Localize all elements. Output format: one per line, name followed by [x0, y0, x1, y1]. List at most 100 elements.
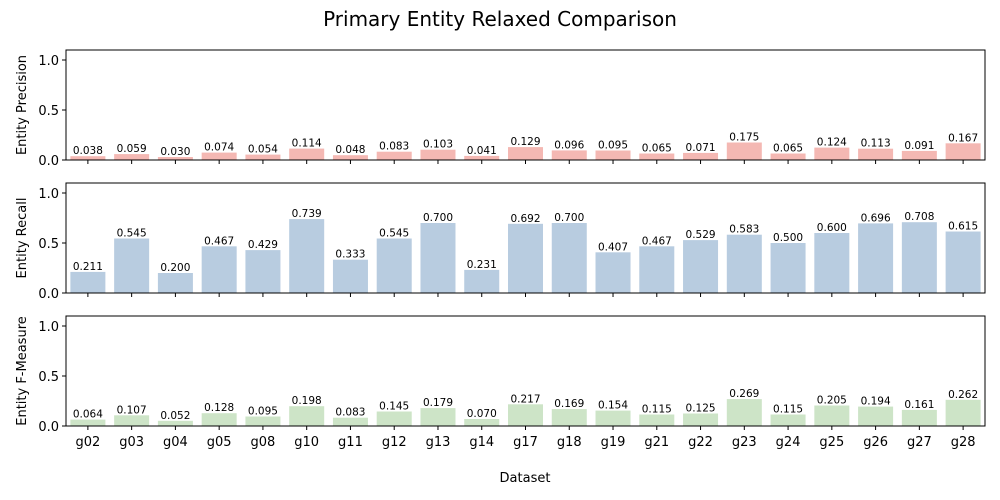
chart-panel: 0.211 0.545 0.200 0.467 0.429 0.739 0.333 0.545…	[15, 182, 986, 302]
x-tick-label: g12	[382, 435, 407, 450]
bar	[420, 149, 456, 160]
data-label: 0.161	[904, 399, 934, 411]
x-tick-label: g26	[863, 435, 888, 450]
bar	[945, 143, 981, 160]
bar	[814, 233, 850, 293]
data-label: 0.217	[510, 393, 540, 405]
x-tick-label: g21	[644, 435, 669, 450]
bar	[289, 406, 325, 426]
y-axis-label: Entity Precision	[15, 55, 30, 155]
bar	[726, 142, 762, 160]
bar	[245, 416, 281, 426]
x-tick-label: g05	[207, 435, 232, 450]
data-label: 0.154	[598, 400, 628, 412]
x-tick-label: g24	[776, 435, 801, 450]
bar	[945, 231, 981, 293]
data-label: 0.083	[335, 407, 365, 419]
y-tick-label: 1.0	[38, 320, 59, 335]
data-label: 0.429	[248, 239, 278, 251]
data-label: 0.700	[423, 212, 453, 224]
bar	[726, 234, 762, 293]
y-tick-label: 0.0	[38, 420, 59, 435]
bar	[289, 148, 325, 160]
y-tick-label: 0.5	[38, 104, 59, 119]
bar	[595, 252, 631, 293]
data-label: 0.500	[773, 232, 803, 244]
data-label: 0.107	[117, 404, 147, 416]
x-tick-label: g03	[119, 435, 144, 450]
data-label: 0.128	[204, 402, 234, 414]
y-tick-label: 0.5	[38, 237, 59, 252]
y-axis-label: Entity F-Measure	[15, 316, 30, 426]
data-label: 0.198	[292, 395, 322, 407]
x-tick-label: g13	[426, 435, 451, 450]
bar	[376, 151, 412, 160]
bar	[858, 406, 894, 426]
bar	[332, 155, 368, 160]
x-tick-label: g04	[163, 435, 188, 450]
bar	[683, 152, 719, 160]
x-tick-label: g18	[557, 435, 582, 450]
bar	[858, 148, 894, 160]
data-label: 0.231	[467, 259, 497, 271]
data-label: 0.175	[729, 132, 759, 144]
data-label: 0.115	[773, 404, 803, 416]
data-label: 0.065	[642, 143, 672, 155]
bar	[420, 408, 456, 426]
bar	[464, 419, 500, 426]
bar	[901, 222, 937, 293]
data-label: 0.696	[861, 212, 891, 224]
bar	[157, 420, 193, 426]
bar	[639, 414, 675, 426]
data-label: 0.583	[729, 224, 759, 236]
bar	[507, 223, 544, 293]
data-label: 0.262	[948, 389, 978, 401]
y-tick-label: 0.0	[38, 154, 59, 169]
data-label: 0.529	[686, 229, 716, 241]
bar	[683, 413, 719, 426]
bar	[376, 238, 412, 293]
x-axis-label: Dataset	[500, 471, 551, 486]
bar	[114, 415, 150, 426]
data-label: 0.739	[292, 208, 322, 220]
data-label: 0.103	[423, 139, 453, 151]
bar	[595, 150, 631, 160]
bar	[595, 410, 631, 426]
bar	[420, 223, 456, 293]
bar	[814, 405, 850, 426]
data-label: 0.070	[467, 408, 497, 420]
data-label: 0.211	[73, 261, 103, 273]
x-tick-label: g28	[951, 435, 976, 450]
data-label: 0.600	[817, 222, 847, 234]
data-label: 0.708	[904, 211, 934, 223]
data-label: 0.030	[160, 146, 190, 158]
bar	[70, 271, 106, 293]
data-label: 0.692	[510, 213, 540, 225]
bar	[289, 219, 325, 293]
data-label: 0.052	[160, 410, 190, 422]
bar	[376, 411, 412, 426]
bar	[157, 157, 193, 160]
bar	[464, 269, 500, 293]
bar	[639, 246, 675, 293]
chart-panels: 0.038 0.059 0.030 0.074 0.054 0.114 0.048 0.083…	[15, 49, 986, 450]
x-tick-label: g25	[819, 435, 844, 450]
bar	[901, 150, 937, 160]
y-tick-label: 1.0	[38, 54, 59, 69]
x-tick-label: g08	[251, 435, 276, 450]
data-label: 0.179	[423, 397, 453, 409]
bar	[639, 153, 675, 160]
x-tick-label: g22	[688, 435, 713, 450]
data-label: 0.200	[160, 262, 190, 274]
y-tick-label: 1.0	[38, 187, 59, 202]
data-label: 0.125	[686, 403, 716, 415]
bar	[901, 409, 937, 426]
bar	[814, 147, 850, 160]
chart-title: Primary Entity Relaxed Comparison	[323, 7, 677, 31]
bar	[114, 154, 150, 160]
bar	[945, 399, 981, 426]
bar	[157, 273, 193, 293]
data-label: 0.194	[861, 396, 891, 408]
bar	[70, 419, 106, 426]
bar	[332, 259, 368, 293]
